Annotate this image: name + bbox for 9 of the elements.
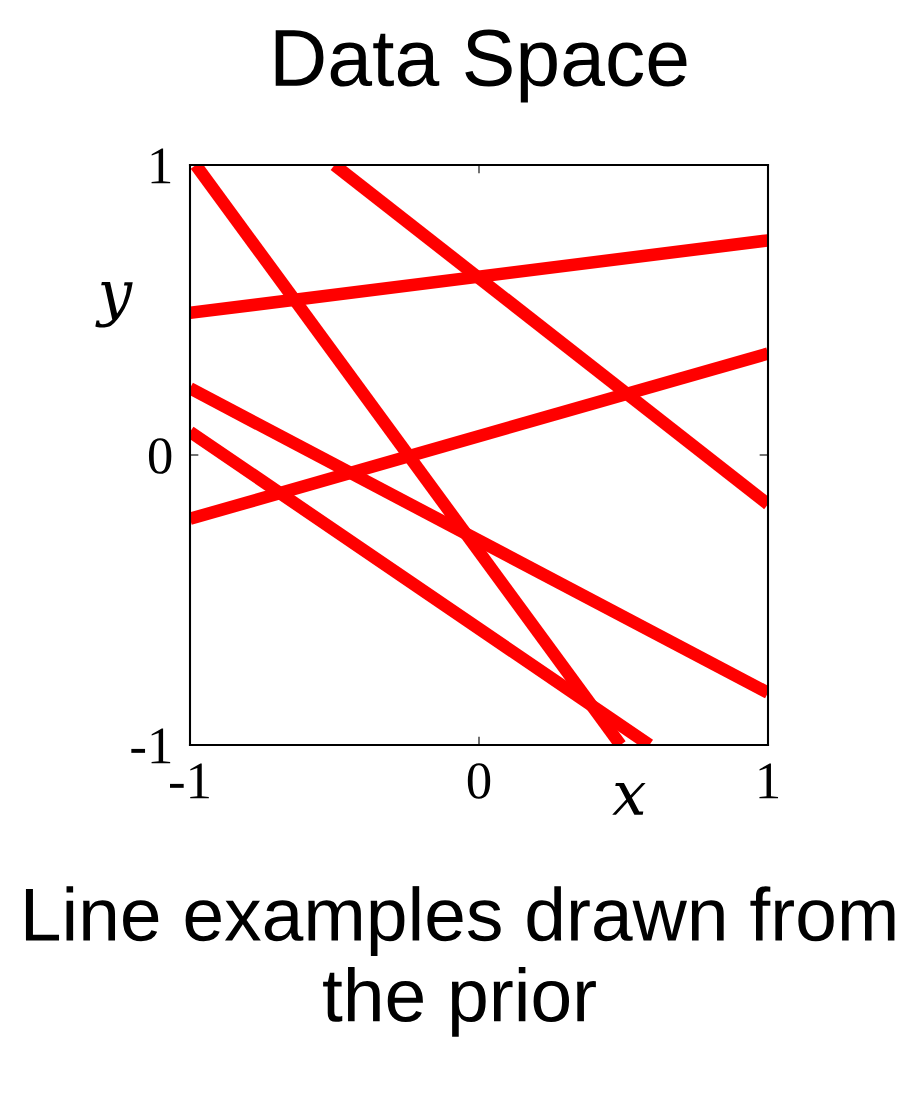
x-tick-label: 1	[759, 763, 779, 799]
text: Line examples drawn from the prior	[25, 886, 895, 1037]
y-tick-label: 1	[151, 148, 171, 184]
chart-title: Data Space	[275, 29, 687, 103]
x-axis-title: x	[612, 782, 646, 815]
y-tick-label: 0	[148, 438, 172, 474]
x-tick-label: 0	[467, 763, 491, 799]
y-tick-label: -1	[131, 728, 171, 764]
y-axis-title: y	[95, 282, 133, 328]
